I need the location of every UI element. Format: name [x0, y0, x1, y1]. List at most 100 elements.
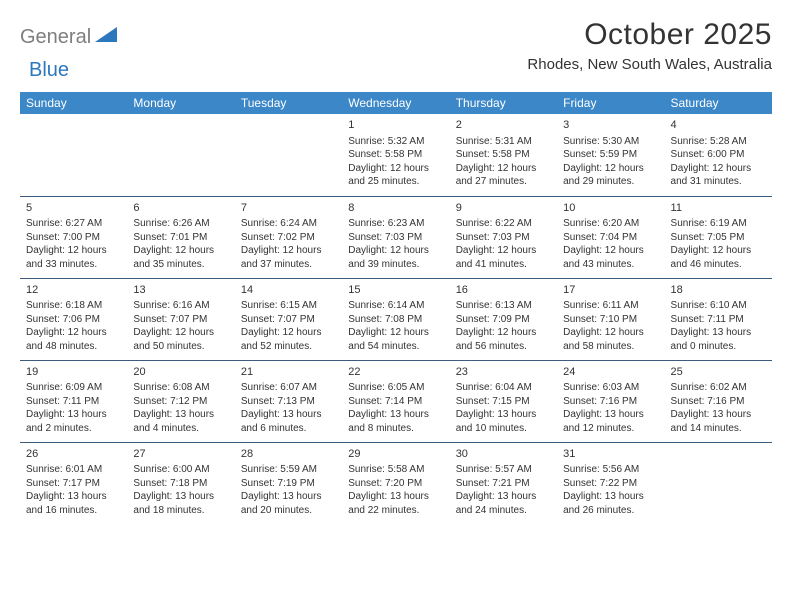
sunset-text: Sunset: 7:20 PM — [348, 477, 443, 491]
sunset-text: Sunset: 5:58 PM — [456, 148, 551, 162]
sunset-text: Sunset: 7:10 PM — [563, 313, 658, 327]
calendar-cell: 11Sunrise: 6:19 AMSunset: 7:05 PMDayligh… — [665, 196, 772, 278]
sunrise-text: Sunrise: 6:26 AM — [133, 217, 228, 231]
sunset-text: Sunset: 7:09 PM — [456, 313, 551, 327]
day-number: 10 — [563, 201, 658, 216]
sunset-text: Sunset: 7:15 PM — [456, 395, 551, 409]
daylight-text: Daylight: 13 hours and 16 minutes. — [26, 490, 121, 517]
sunrise-text: Sunrise: 5:28 AM — [671, 135, 766, 149]
daylight-text: Daylight: 13 hours and 0 minutes. — [671, 326, 766, 353]
calendar-cell — [127, 114, 234, 196]
day-header: Saturday — [665, 92, 772, 114]
daylight-text: Daylight: 12 hours and 35 minutes. — [133, 244, 228, 271]
day-number: 29 — [348, 447, 443, 462]
sunset-text: Sunset: 7:04 PM — [563, 231, 658, 245]
day-number: 31 — [563, 447, 658, 462]
sunrise-text: Sunrise: 6:08 AM — [133, 381, 228, 395]
calendar-cell: 28Sunrise: 5:59 AMSunset: 7:19 PMDayligh… — [235, 442, 342, 524]
sunset-text: Sunset: 7:11 PM — [26, 395, 121, 409]
day-number: 25 — [671, 365, 766, 380]
calendar-cell: 21Sunrise: 6:07 AMSunset: 7:13 PMDayligh… — [235, 360, 342, 442]
day-number: 28 — [241, 447, 336, 462]
calendar-cell: 29Sunrise: 5:58 AMSunset: 7:20 PMDayligh… — [342, 442, 449, 524]
logo-triangle-icon — [95, 27, 117, 48]
sunset-text: Sunset: 7:03 PM — [456, 231, 551, 245]
calendar-cell — [20, 114, 127, 196]
sunrise-text: Sunrise: 6:10 AM — [671, 299, 766, 313]
sunset-text: Sunset: 7:12 PM — [133, 395, 228, 409]
calendar-row: 26Sunrise: 6:01 AMSunset: 7:17 PMDayligh… — [20, 442, 772, 524]
sunrise-text: Sunrise: 6:09 AM — [26, 381, 121, 395]
sunrise-text: Sunrise: 5:59 AM — [241, 463, 336, 477]
daylight-text: Daylight: 13 hours and 6 minutes. — [241, 408, 336, 435]
calendar-table: Sunday Monday Tuesday Wednesday Thursday… — [20, 92, 772, 524]
calendar-cell: 12Sunrise: 6:18 AMSunset: 7:06 PMDayligh… — [20, 278, 127, 360]
sunset-text: Sunset: 7:18 PM — [133, 477, 228, 491]
day-number: 18 — [671, 283, 766, 298]
daylight-text: Daylight: 13 hours and 12 minutes. — [563, 408, 658, 435]
day-number: 15 — [348, 283, 443, 298]
daylight-text: Daylight: 12 hours and 31 minutes. — [671, 162, 766, 189]
calendar-cell: 14Sunrise: 6:15 AMSunset: 7:07 PMDayligh… — [235, 278, 342, 360]
calendar-row: 1Sunrise: 5:32 AMSunset: 5:58 PMDaylight… — [20, 114, 772, 196]
month-title: October 2025 — [527, 18, 772, 52]
sunset-text: Sunset: 7:22 PM — [563, 477, 658, 491]
daylight-text: Daylight: 12 hours and 33 minutes. — [26, 244, 121, 271]
daylight-text: Daylight: 12 hours and 41 minutes. — [456, 244, 551, 271]
day-number: 9 — [456, 201, 551, 216]
sunset-text: Sunset: 7:00 PM — [26, 231, 121, 245]
sunset-text: Sunset: 7:07 PM — [133, 313, 228, 327]
day-number: 16 — [456, 283, 551, 298]
logo-text-blue: Blue — [29, 59, 69, 81]
calendar-cell: 4 Sunrise: 5:28 AMSunset: 6:00 PMDaylight… — [665, 114, 772, 196]
daylight-text: Daylight: 12 hours and 52 minutes. — [241, 326, 336, 353]
calendar-cell: 26Sunrise: 6:01 AMSunset: 7:17 PMDayligh… — [20, 442, 127, 524]
day-number: 4 — [671, 118, 766, 133]
sunrise-text: Sunrise: 6:00 AM — [133, 463, 228, 477]
day-header: Sunday — [20, 92, 127, 114]
calendar-cell: 1Sunrise: 5:32 AMSunset: 5:58 PMDaylight… — [342, 114, 449, 196]
daylight-text: Daylight: 13 hours and 4 minutes. — [133, 408, 228, 435]
calendar-cell: 5Sunrise: 6:27 AMSunset: 7:00 PMDaylight… — [20, 196, 127, 278]
daylight-text: Daylight: 12 hours and 37 minutes. — [241, 244, 336, 271]
sunset-text: Sunset: 7:05 PM — [671, 231, 766, 245]
sunset-text: Sunset: 7:07 PM — [241, 313, 336, 327]
sunrise-text: Sunrise: 6:20 AM — [563, 217, 658, 231]
calendar-cell: 10Sunrise: 6:20 AMSunset: 7:04 PMDayligh… — [557, 196, 664, 278]
sunset-text: Sunset: 7:17 PM — [26, 477, 121, 491]
calendar-row: 12Sunrise: 6:18 AMSunset: 7:06 PMDayligh… — [20, 278, 772, 360]
day-header: Wednesday — [342, 92, 449, 114]
calendar-cell: 27Sunrise: 6:00 AMSunset: 7:18 PMDayligh… — [127, 442, 234, 524]
sunrise-text: Sunrise: 5:32 AM — [348, 135, 443, 149]
day-number: 30 — [456, 447, 551, 462]
daylight-text: Daylight: 12 hours and 54 minutes. — [348, 326, 443, 353]
calendar-cell: 13Sunrise: 6:16 AMSunset: 7:07 PMDayligh… — [127, 278, 234, 360]
sunrise-text: Sunrise: 5:58 AM — [348, 463, 443, 477]
sunrise-text: Sunrise: 6:22 AM — [456, 217, 551, 231]
day-number: 27 — [133, 447, 228, 462]
day-number: 24 — [563, 365, 658, 380]
daylight-text: Daylight: 13 hours and 2 minutes. — [26, 408, 121, 435]
daylight-text: Daylight: 12 hours and 50 minutes. — [133, 326, 228, 353]
daylight-text: Daylight: 12 hours and 27 minutes. — [456, 162, 551, 189]
day-number: 1 — [348, 118, 443, 133]
calendar-cell: 15Sunrise: 6:14 AMSunset: 7:08 PMDayligh… — [342, 278, 449, 360]
sunset-text: Sunset: 7:16 PM — [563, 395, 658, 409]
calendar-cell — [235, 114, 342, 196]
calendar-cell: 24Sunrise: 6:03 AMSunset: 7:16 PMDayligh… — [557, 360, 664, 442]
day-number: 22 — [348, 365, 443, 380]
calendar-cell: 8Sunrise: 6:23 AMSunset: 7:03 PMDaylight… — [342, 196, 449, 278]
daylight-text: Daylight: 13 hours and 24 minutes. — [456, 490, 551, 517]
daylight-text: Daylight: 12 hours and 29 minutes. — [563, 162, 658, 189]
daylight-text: Daylight: 13 hours and 14 minutes. — [671, 408, 766, 435]
daylight-text: Daylight: 12 hours and 46 minutes. — [671, 244, 766, 271]
sunrise-text: Sunrise: 6:16 AM — [133, 299, 228, 313]
calendar-row: 5Sunrise: 6:27 AMSunset: 7:00 PMDaylight… — [20, 196, 772, 278]
calendar-cell: 7Sunrise: 6:24 AMSunset: 7:02 PMDaylight… — [235, 196, 342, 278]
sunrise-text: Sunrise: 6:15 AM — [241, 299, 336, 313]
sunset-text: Sunset: 7:14 PM — [348, 395, 443, 409]
location-text: Rhodes, New South Wales, Australia — [527, 56, 772, 73]
daylight-text: Daylight: 13 hours and 18 minutes. — [133, 490, 228, 517]
calendar-cell: 18Sunrise: 6:10 AMSunset: 7:11 PMDayligh… — [665, 278, 772, 360]
sunset-text: Sunset: 6:00 PM — [671, 148, 766, 162]
